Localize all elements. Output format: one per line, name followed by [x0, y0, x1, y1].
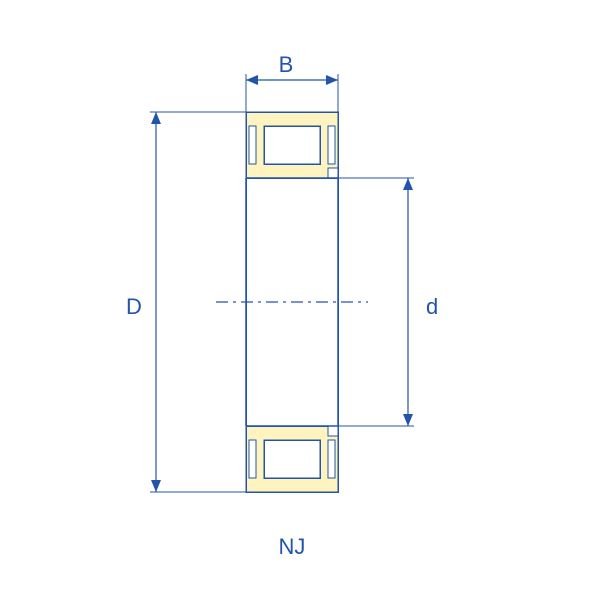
bearing-cross-section-diagram: B Dd NJ — [0, 0, 600, 600]
cage-strip — [249, 440, 256, 478]
canvas — [0, 0, 600, 600]
cage-strip — [328, 126, 335, 164]
inner-ring-relief — [328, 168, 338, 178]
dimension-D-label: D — [126, 294, 142, 319]
inner-ring-relief — [328, 426, 338, 436]
roller — [264, 440, 320, 478]
roller — [264, 126, 320, 164]
dimension-d-label: d — [426, 294, 438, 319]
dimension-B-label: B — [279, 52, 294, 77]
cage-strip — [328, 440, 335, 478]
designation-label: NJ — [279, 534, 306, 559]
cage-strip — [249, 126, 256, 164]
